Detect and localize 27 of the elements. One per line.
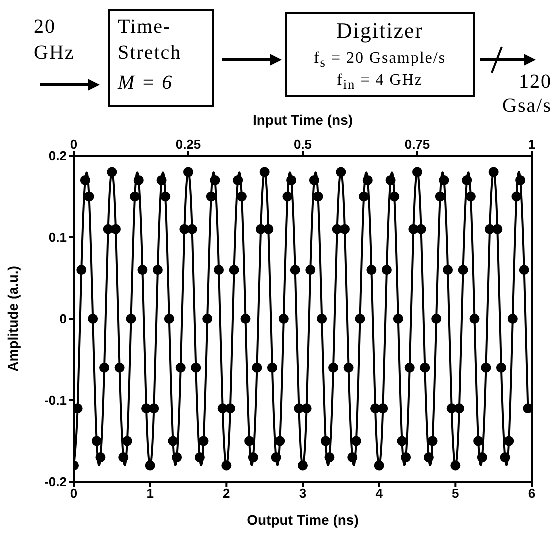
text: 120 Gsa/s (502, 70, 552, 118)
x-tick-label: 2 (223, 486, 230, 502)
y-tick-label: 0 (60, 312, 67, 327)
x-tick-label: 6 (528, 486, 536, 502)
text: f$_{s}$ = 20 Gsample/s (312, 50, 448, 72)
text: 20 GHz (34, 15, 76, 66)
x-tick-label: 0 (70, 486, 78, 502)
y-tick-label: -0.1 (44, 393, 67, 408)
text: f$_{in}$ = 4 GHz (336, 72, 424, 94)
x-tick-label: 4 (376, 486, 384, 502)
text: M = 6 (118, 72, 174, 95)
x-axis-title: Output Time (ns) (247, 512, 359, 528)
y-tick-label: 0.1 (48, 230, 67, 246)
x2-tick-label: 1 (528, 137, 536, 152)
x-tick-label: 5 (452, 486, 460, 502)
x2-axis-title: Input Time (ns) (252, 112, 354, 128)
x2-tick-label: 0.25 (176, 137, 202, 152)
y-tick-label: 0.2 (48, 148, 67, 164)
text: Digitizer (335, 18, 425, 44)
y-tick-label: -0.2 (44, 474, 67, 490)
x2-tick-label: 0.75 (404, 137, 430, 152)
text: Time-Stretch (118, 15, 183, 66)
x-tick-label: 1 (146, 486, 154, 502)
x-tick-label: 3 (299, 486, 307, 502)
x2-tick-label: 0 (70, 137, 78, 152)
x2-tick-label: 0.5 (294, 137, 312, 152)
y-axis-title: Amplitude (a.u.) (4, 266, 21, 372)
